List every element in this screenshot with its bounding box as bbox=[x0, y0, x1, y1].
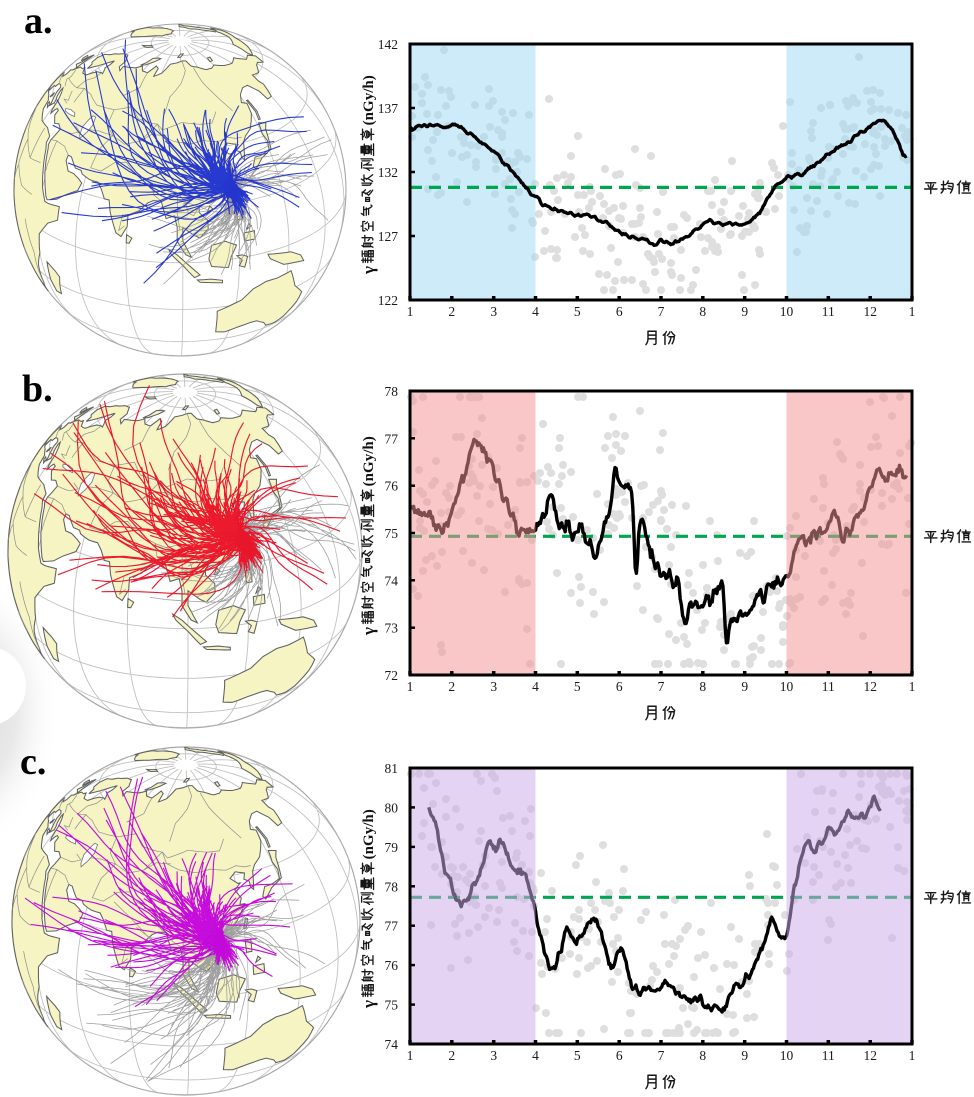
svg-text:9: 9 bbox=[741, 679, 748, 694]
svg-text:(nGy/h): (nGy/h) bbox=[361, 75, 377, 125]
svg-text:6: 6 bbox=[616, 679, 623, 694]
svg-text:77: 77 bbox=[385, 919, 399, 934]
svg-text:12: 12 bbox=[863, 679, 877, 694]
svg-text:6: 6 bbox=[616, 1048, 623, 1063]
svg-text:78: 78 bbox=[385, 384, 399, 399]
svg-text:8: 8 bbox=[699, 304, 706, 319]
svg-text:74: 74 bbox=[385, 1037, 399, 1052]
svg-text:2: 2 bbox=[448, 304, 455, 319]
svg-text:77: 77 bbox=[385, 431, 399, 446]
svg-text:5: 5 bbox=[574, 1048, 581, 1063]
svg-text:(nGy/h): (nGy/h) bbox=[361, 436, 377, 486]
svg-text:10: 10 bbox=[780, 1048, 794, 1063]
svg-text:10: 10 bbox=[780, 679, 794, 694]
svg-text:137: 137 bbox=[378, 101, 399, 116]
svg-text:2: 2 bbox=[448, 679, 455, 694]
svg-text:75: 75 bbox=[385, 998, 399, 1013]
svg-text:4: 4 bbox=[532, 679, 539, 694]
svg-text:8: 8 bbox=[699, 679, 706, 694]
svg-text:11: 11 bbox=[822, 679, 835, 694]
svg-text:78: 78 bbox=[385, 879, 399, 894]
svg-text:132: 132 bbox=[378, 165, 398, 180]
svg-text:7: 7 bbox=[658, 304, 665, 319]
svg-text:142: 142 bbox=[378, 37, 398, 52]
svg-text:74: 74 bbox=[385, 573, 399, 588]
svg-text:γ: γ bbox=[359, 266, 378, 275]
svg-text:79: 79 bbox=[385, 840, 399, 855]
svg-text:7: 7 bbox=[658, 1048, 665, 1063]
svg-text:a.: a. bbox=[24, 0, 53, 42]
svg-text:81: 81 bbox=[385, 761, 399, 776]
svg-text:1: 1 bbox=[407, 1048, 414, 1063]
svg-text:3: 3 bbox=[490, 304, 497, 319]
svg-text:2: 2 bbox=[448, 1048, 455, 1063]
svg-text:11: 11 bbox=[822, 304, 835, 319]
svg-text:12: 12 bbox=[863, 1048, 877, 1063]
svg-text:3: 3 bbox=[490, 1048, 497, 1063]
svg-text:7: 7 bbox=[658, 679, 665, 694]
svg-text:76: 76 bbox=[385, 958, 399, 973]
svg-text:80: 80 bbox=[385, 800, 399, 815]
svg-text:127: 127 bbox=[378, 229, 399, 244]
svg-text:11: 11 bbox=[822, 1048, 835, 1063]
svg-text:5: 5 bbox=[574, 679, 581, 694]
svg-text:γ: γ bbox=[359, 1000, 378, 1009]
svg-text:3: 3 bbox=[490, 679, 497, 694]
svg-text:8: 8 bbox=[699, 1048, 706, 1063]
svg-text:122: 122 bbox=[378, 293, 398, 308]
svg-text:b.: b. bbox=[22, 368, 53, 410]
svg-text:5: 5 bbox=[574, 304, 581, 319]
svg-text:12: 12 bbox=[863, 304, 877, 319]
svg-text:10: 10 bbox=[780, 304, 794, 319]
svg-text:6: 6 bbox=[616, 304, 623, 319]
svg-text:4: 4 bbox=[532, 304, 539, 319]
svg-text:73: 73 bbox=[385, 621, 399, 636]
svg-text:γ: γ bbox=[359, 627, 378, 636]
svg-text:9: 9 bbox=[741, 304, 748, 319]
svg-text:c.: c. bbox=[20, 741, 46, 783]
svg-text:76: 76 bbox=[385, 479, 399, 494]
svg-text:1: 1 bbox=[909, 1048, 916, 1063]
svg-text:(nGy/h): (nGy/h) bbox=[361, 809, 377, 859]
svg-text:9: 9 bbox=[741, 1048, 748, 1063]
svg-text:1: 1 bbox=[407, 679, 414, 694]
svg-text:1: 1 bbox=[909, 304, 916, 319]
svg-text:75: 75 bbox=[385, 526, 399, 541]
svg-text:4: 4 bbox=[532, 1048, 539, 1063]
svg-text:1: 1 bbox=[407, 304, 414, 319]
svg-text:72: 72 bbox=[385, 668, 399, 683]
svg-text:1: 1 bbox=[909, 679, 916, 694]
